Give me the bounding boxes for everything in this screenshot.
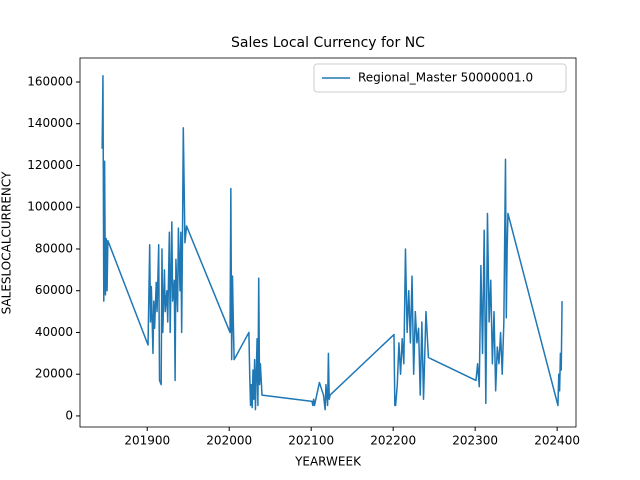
y-tick-label: 140000 (27, 116, 73, 130)
chart-title: Sales Local Currency for NC (231, 35, 425, 51)
y-tick-label: 20000 (35, 367, 73, 381)
x-tick-label: 202400 (534, 434, 580, 448)
data-line (101, 74, 563, 411)
y-axis-label: SALESLOCALCURRENCY (0, 171, 14, 314)
x-tick-label: 202100 (288, 434, 334, 448)
y-tick-label: 80000 (35, 241, 73, 255)
x-tick-label: 202000 (206, 434, 252, 448)
y-tick-label: 0 (65, 408, 73, 422)
legend-label: Regional_Master 50000001.0 (358, 71, 533, 85)
y-tick-label: 120000 (27, 158, 73, 172)
x-axis-label: YEARWEEK (294, 455, 362, 469)
x-tick-label: 202300 (452, 434, 498, 448)
x-tick-label: 202200 (370, 434, 416, 448)
y-tick-label: 160000 (27, 75, 73, 89)
plot-frame (79, 57, 577, 428)
y-tick-label: 100000 (27, 200, 73, 214)
y-tick-label: 60000 (35, 283, 73, 297)
x-tick-label: 201900 (124, 434, 170, 448)
y-tick-label: 40000 (35, 325, 73, 339)
legend-box (313, 63, 567, 93)
